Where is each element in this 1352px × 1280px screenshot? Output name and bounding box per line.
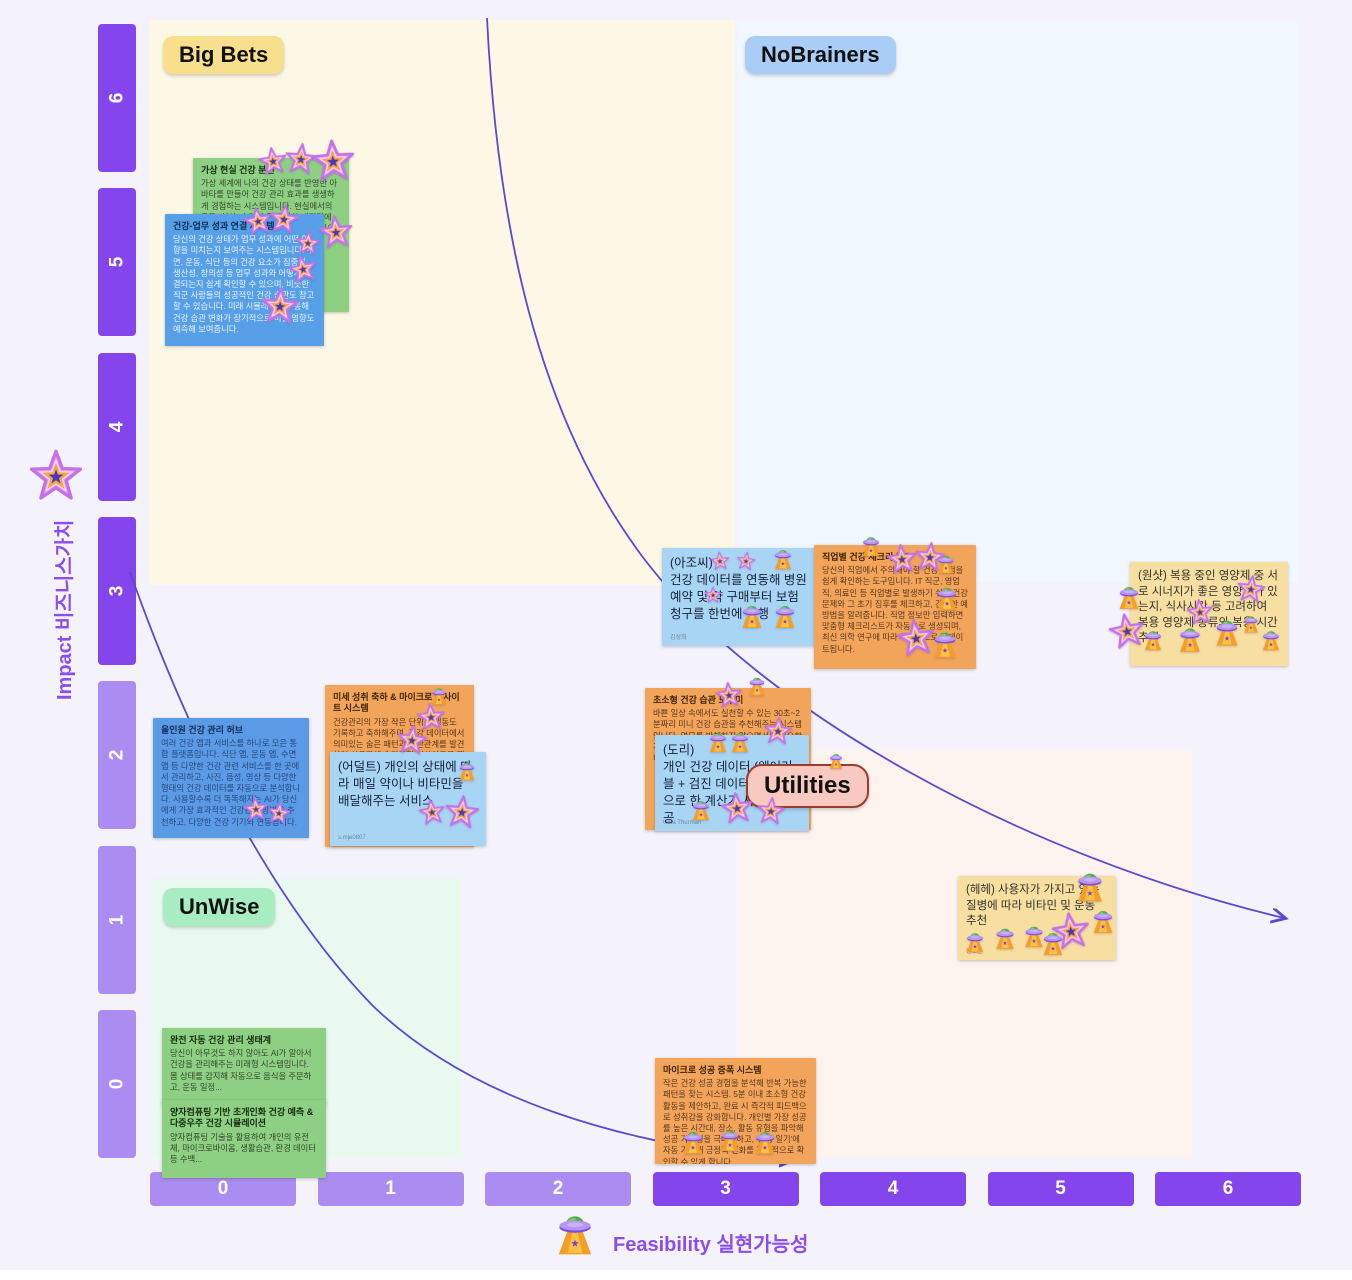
x-tick-num: 4 <box>887 1178 899 1199</box>
y-tick-6: 6 <box>98 24 136 172</box>
x-tick-3: 3 <box>652 1172 799 1206</box>
x-tick-1: 1 <box>317 1172 464 1206</box>
x-tick-num: 0 <box>217 1178 229 1199</box>
x-tick-num: 5 <box>1055 1178 1066 1199</box>
quadrant-label-nobrainers[interactable]: NoBrainers <box>745 36 896 74</box>
y-tick-4: 4 <box>98 352 136 501</box>
y-tick-5: 5 <box>98 188 136 337</box>
x-tick-num: 3 <box>720 1178 731 1199</box>
x-tick-6: 6 <box>1155 1172 1301 1206</box>
x-tick-num: 6 <box>1222 1178 1234 1199</box>
quadrant-label-utilities[interactable]: Utilities <box>746 764 869 808</box>
x-axis-label: Feasibility 실현가능성 <box>613 1234 809 1256</box>
bottom-strip <box>0 1270 1352 1280</box>
note-title: 건강-업무 성과 연결 시스템 <box>173 221 275 231</box>
feasibility-ufo-icon <box>549 1206 601 1258</box>
x-tick-num: 2 <box>552 1178 564 1199</box>
x-tick-5: 5 <box>987 1172 1134 1206</box>
x-tick-4: 4 <box>820 1172 966 1206</box>
note-title: 가상 현실 건강 분신 <box>201 165 275 175</box>
x-tick-2: 2 <box>485 1172 631 1206</box>
x-tick-num: 1 <box>385 1178 396 1199</box>
quadrant-label-unwise[interactable]: UnWise <box>163 888 276 926</box>
quadrant-label-big-bets[interactable]: Big Bets <box>163 36 285 74</box>
impact-star-icon <box>28 448 84 504</box>
